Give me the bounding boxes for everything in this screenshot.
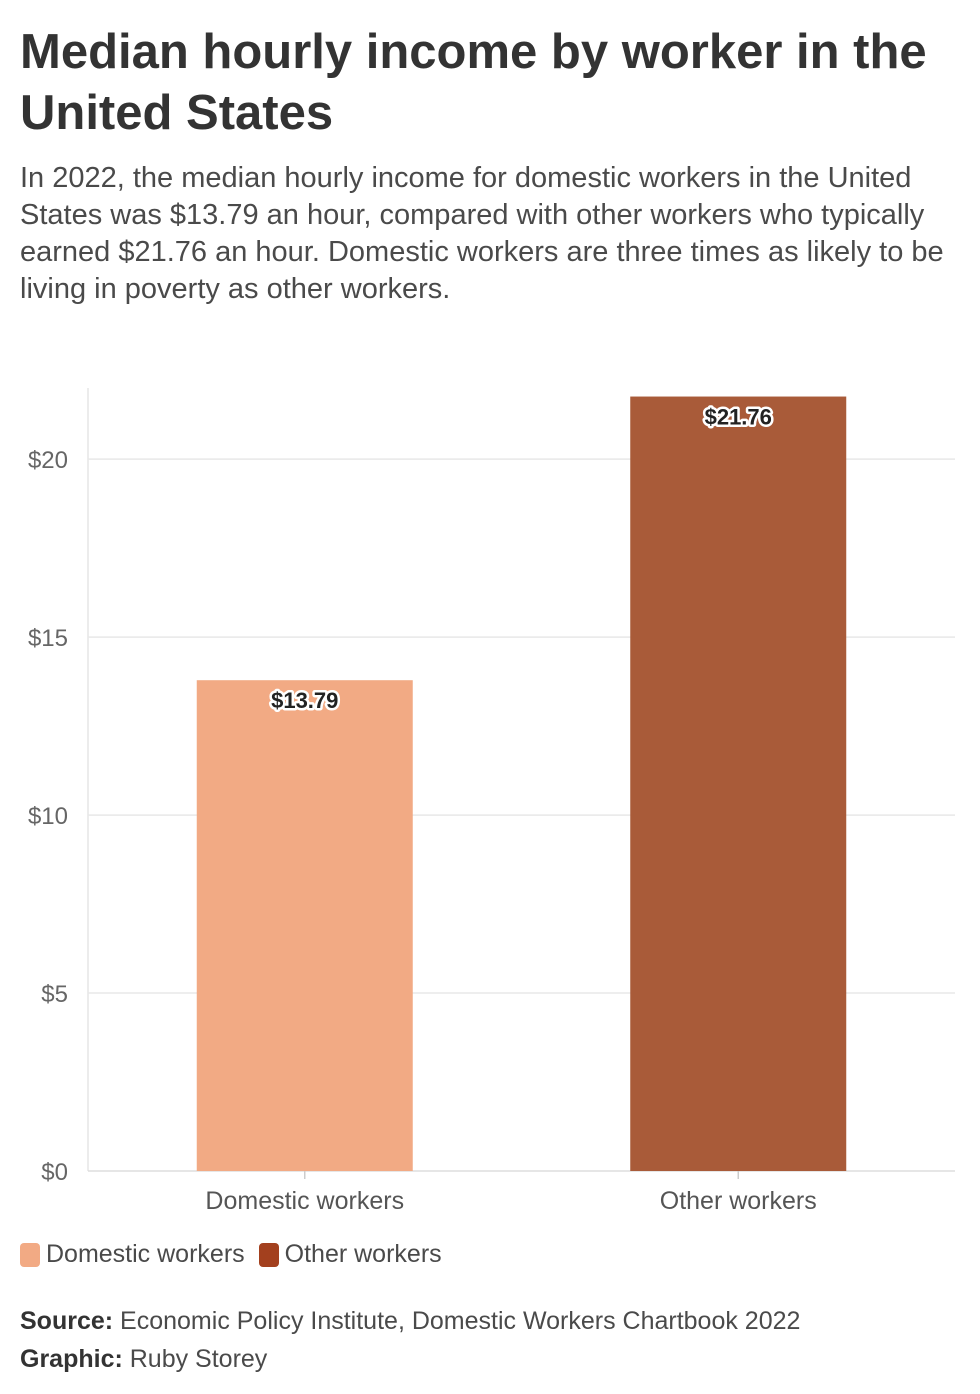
graphic-text: Ruby Storey [129, 1345, 268, 1373]
chart-subtitle: In 2022, the median hourly income for do… [20, 162, 944, 305]
graphic-label: Graphic: [20, 1345, 123, 1373]
y-axis-ticks: $0 $5 $10 $15 $20 [28, 447, 68, 1186]
y-tick-label: $0 [41, 1159, 68, 1186]
bar-domestic-workers[interactable] [196, 680, 413, 1171]
legend-item-domestic-workers[interactable]: Domestic workers [20, 1240, 245, 1269]
graphic-line: Graphic: Ruby Storey [20, 1340, 800, 1378]
x-tick-label: Other workers [660, 1187, 817, 1215]
legend-label-domestic: Domestic workers [46, 1240, 245, 1268]
x-tick-label: Domestic workers [205, 1187, 404, 1215]
x-axis-ticks: Domestic workers Other workers [205, 1171, 817, 1215]
source-text: Economic Policy Institute, Domestic Work… [120, 1307, 801, 1335]
data-label: $13.79 [271, 688, 338, 713]
bars [196, 396, 847, 1171]
data-label: $21.76 [705, 405, 772, 430]
bar-other-workers[interactable] [630, 396, 847, 1171]
y-tick-label: $10 [28, 803, 68, 830]
bar-chart: $0 $5 $10 $15 $20 $13.79 $21.76 Domestic work… [28, 388, 955, 1215]
footer-credits: Source: Economic Policy Institute, Domes… [20, 1302, 800, 1378]
y-tick-label: $5 [41, 981, 68, 1008]
legend-swatch-other [258, 1242, 279, 1267]
legend-item-other-workers[interactable]: Other workers [258, 1240, 442, 1269]
legend-swatch-domestic [20, 1242, 40, 1267]
y-tick-label: $20 [28, 447, 68, 474]
source-line: Source: Economic Policy Institute, Domes… [20, 1302, 800, 1340]
data-labels: $13.79 $21.76 [269, 402, 775, 716]
chart-title: Median hourly income by worker in the Un… [20, 25, 927, 140]
source-label: Source: [20, 1307, 114, 1335]
y-tick-label: $15 [28, 625, 68, 652]
legend-label-other: Other workers [284, 1240, 442, 1268]
legend: Domestic workers Other workers [20, 1240, 456, 1269]
